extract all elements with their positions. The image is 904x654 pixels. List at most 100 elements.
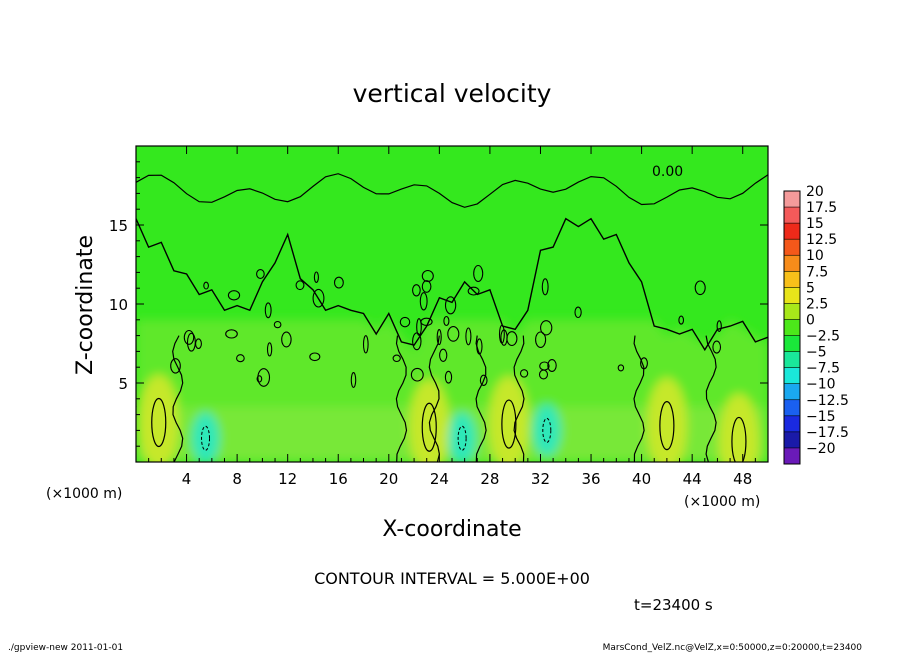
contour-eddy (236, 354, 245, 363)
contour-eddy (539, 361, 550, 371)
x-tick-label: 12 (278, 470, 297, 488)
colorbar-swatch (784, 415, 800, 433)
contour-eddy (399, 316, 411, 328)
colorbar-swatch (784, 207, 800, 224)
contour-eddy (227, 290, 241, 301)
contour-eddy (479, 374, 488, 386)
contour-plume-edge (705, 335, 717, 462)
contour-eddy (421, 280, 432, 293)
contour-eddy (541, 278, 549, 296)
contour-eddy (412, 284, 421, 297)
colorbar-swatch (784, 287, 800, 304)
updraft-shade (718, 393, 759, 462)
contour-eddy (519, 369, 529, 378)
contour-eddy (716, 320, 722, 332)
contour-eddy (712, 340, 722, 354)
x-tick-label: 16 (329, 470, 348, 488)
contour-eddy (203, 281, 209, 290)
contour-updraft (731, 416, 747, 462)
colorbar-swatch (784, 399, 800, 417)
x-tick-label: 48 (733, 470, 752, 488)
contour-eddy (281, 331, 292, 348)
contour-eddy (225, 329, 238, 339)
contour-eddy (256, 375, 263, 383)
contour-eddy (444, 370, 453, 384)
contour-eddy (186, 332, 196, 352)
x-unit-right: (×1000 m) (684, 494, 760, 510)
contour-eddy (465, 327, 472, 346)
contour-eddy (535, 331, 547, 348)
contour-plume-edge (172, 335, 184, 462)
colorbar-label: −5 (806, 345, 827, 361)
chart-title: vertical velocity (353, 79, 552, 108)
y-tick-label: 15 (109, 217, 128, 235)
colorbar-swatch (784, 335, 800, 353)
contour-eddy (473, 264, 484, 283)
x-tick-label: 40 (632, 470, 651, 488)
contour-plume-edge (633, 335, 645, 462)
x-tick-label: 20 (379, 470, 398, 488)
contour-eddy (333, 276, 344, 289)
contour-eddy (410, 367, 424, 382)
colorbar-label: −2.5 (806, 329, 840, 345)
contour-eddy (617, 364, 625, 372)
contour-eddy (506, 331, 518, 347)
updraft-shade (409, 379, 450, 462)
colorbar-swatch (784, 447, 800, 465)
time-label: t=23400 s (634, 596, 713, 614)
contour-interval: CONTOUR INTERVAL = 5.000E+00 (314, 569, 590, 588)
colorbar-label: 20 (806, 184, 824, 200)
colorbar-swatch (784, 223, 800, 240)
contour-eddy (436, 329, 442, 346)
colorbar-label: 17.5 (806, 200, 837, 216)
colorbar-label: 0 (806, 312, 815, 328)
colorbar-label: −15 (806, 409, 836, 425)
contour-eddy (256, 269, 265, 279)
contour-plume-edge (475, 335, 487, 462)
contour-updraft (151, 397, 167, 448)
contour-downdraft (201, 425, 211, 451)
colorbar-swatch (784, 271, 800, 288)
colorbar-label: −10 (806, 377, 836, 393)
contour-eddy (498, 324, 505, 344)
contour-eddy (640, 357, 648, 370)
contour-eddy (412, 332, 422, 351)
contour-plume-edge (513, 335, 525, 462)
contour-eddy (439, 348, 448, 362)
contour-eddy (313, 271, 319, 283)
x-tick-label: 4 (182, 470, 192, 488)
downdraft-shade (448, 412, 477, 462)
colorbar-swatch (784, 351, 800, 369)
contour-eddy (312, 288, 325, 308)
velocity-shading (136, 319, 768, 462)
contour-eddy (420, 317, 433, 326)
x-tick-label: 28 (480, 470, 499, 488)
contour-eddy (309, 352, 321, 362)
colorbar-swatch (784, 431, 800, 449)
contour-eddy (362, 335, 369, 354)
colorbar-label: −20 (806, 441, 836, 457)
updraft-shade (646, 377, 687, 462)
colorbar-label: −12.5 (806, 393, 849, 409)
contour-eddy (421, 269, 434, 283)
x-axis: 4 8 12 16 20 24 28 32 36 40 44 48 (148, 146, 756, 488)
y-axis: 5 10 15 (109, 161, 768, 447)
colorbar-swatch (784, 367, 800, 385)
contour-eddy (476, 338, 483, 355)
footer-right: MarsCond_VelZ.nc@VelZ,x=0:50000,z=0:2000… (603, 643, 863, 653)
contour-eddy (257, 368, 271, 387)
colorbar-label: 12.5 (806, 232, 837, 248)
colorbar-swatch (784, 319, 800, 337)
contour-zero-top (136, 173, 768, 208)
downdraft-shade (191, 412, 220, 462)
updraft-shade (138, 374, 179, 462)
x-tick-label: 32 (531, 470, 550, 488)
contour-eddy (467, 286, 480, 296)
contour-eddy (183, 329, 195, 345)
contour-eddy (170, 358, 181, 374)
y-tick-label: 10 (109, 296, 128, 314)
contour-eddy (350, 372, 357, 388)
contour-updraft (659, 401, 675, 451)
contour-eddy (678, 315, 685, 325)
